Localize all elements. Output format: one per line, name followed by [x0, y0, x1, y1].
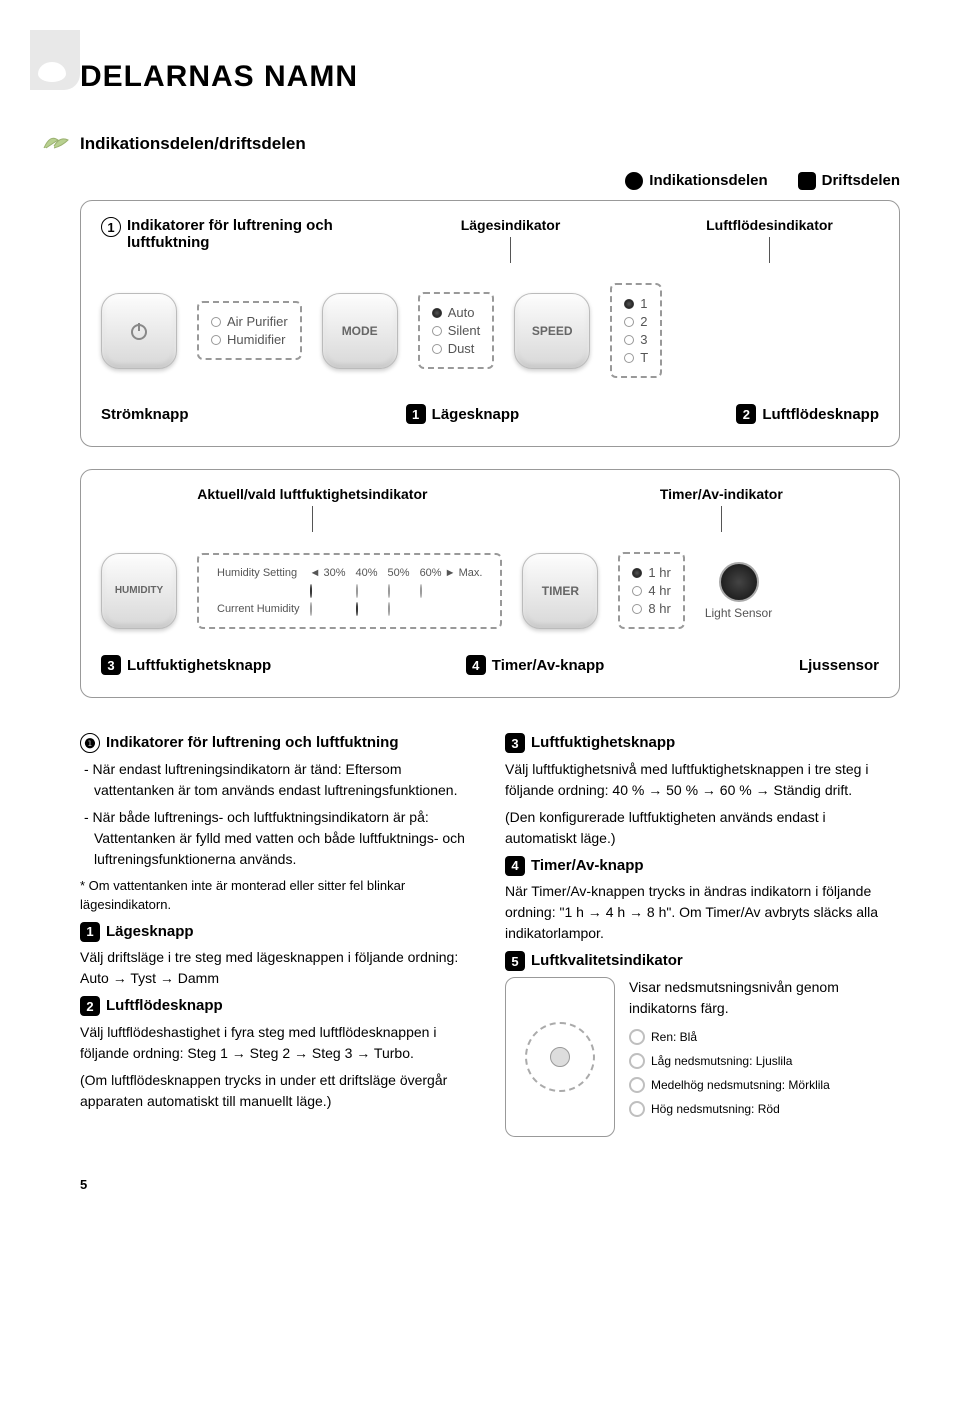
ring-low-icon [629, 1053, 645, 1069]
speed-button[interactable]: SPEED [514, 293, 590, 369]
timer-button-label: Timer/Av-knapp [492, 657, 605, 674]
indicator-label-purify: Indikatorer för luftrening och luftfuktn… [127, 217, 361, 251]
marker-square-3: 3 [101, 655, 121, 675]
desc-marker-circle-1: ❶ [80, 733, 100, 753]
desc-s4-body: När Timer/Av-knappen trycks in ändras in… [505, 881, 900, 944]
panel-1: 1 Indikatorer för luftrening och luftfuk… [80, 200, 900, 447]
desc-marker-sq-5: 5 [505, 951, 525, 971]
desc-s2-body: Välj luftflödeshastighet i fyra steg med… [80, 1022, 475, 1064]
desc-d1-b2: - När både luftrenings- och luftfuktning… [80, 807, 475, 870]
ring-high-icon [629, 1101, 645, 1117]
desc-s3-body: Välj luftfuktighetsnivå med luftfuktighe… [505, 759, 900, 801]
air-quality-device-illustration [505, 977, 615, 1137]
legend-operation-label: Driftsdelen [822, 172, 900, 189]
corner-leaf-decoration [30, 30, 80, 90]
purifier-humidifier-indicator-box: Air Purifier Humidifier [197, 301, 302, 360]
humidity-button-label: Luftfuktighetsknapp [127, 657, 271, 674]
panel-2: Aktuell/vald luftfuktighetsindikator Tim… [80, 469, 900, 698]
humidity-button[interactable]: HUMIDITY [101, 553, 177, 629]
desc-s1-body: Välj driftsläge i tre steg med lägesknap… [80, 947, 475, 989]
marker-square-4: 4 [466, 655, 486, 675]
humidity-indicator-box: Humidity Setting◄ 30%40%50%60% ► Max. Cu… [197, 553, 502, 629]
desc-s4-title: Timer/Av-knapp [531, 855, 644, 878]
desc-s5-title: Luftkvalitetsindikator [531, 950, 683, 973]
desc-marker-sq-2: 2 [80, 996, 100, 1016]
leaf-icon [40, 130, 70, 159]
desc-s3-body2: (Den konfigurerade luftfuktigheten använ… [505, 807, 900, 849]
marker-square-2: 2 [736, 404, 756, 424]
mode-button[interactable]: MODE [322, 293, 398, 369]
page-number: 5 [80, 1177, 900, 1192]
desc-d1-title: Indikatorer för luftrening och luftfuktn… [106, 732, 398, 755]
desc-s2-body2: (Om luftflödesknappen trycks in under et… [80, 1070, 475, 1112]
legend-dot-icon [625, 172, 643, 190]
power-button[interactable] [101, 293, 177, 369]
speed-indicator-box: 1 2 3 T [610, 283, 662, 378]
desc-marker-sq-4: 4 [505, 856, 525, 876]
marker-square-1: 1 [406, 404, 426, 424]
legend-indication-label: Indikationsdelen [649, 172, 767, 189]
timer-indicator-label: Timer/Av-indikator [660, 486, 783, 502]
mode-indicator-label: Lägesindikator [461, 217, 561, 233]
light-sensor: Light Sensor [705, 562, 772, 620]
ring-med-icon [629, 1077, 645, 1093]
desc-d1-note: * Om vattentanken inte är monterad eller… [80, 876, 475, 915]
airflow-button-label: Luftflödesknapp [762, 406, 879, 423]
legend-square-icon [798, 172, 816, 190]
desc-marker-sq-1: 1 [80, 922, 100, 942]
mode-button-label: Lägesknapp [432, 406, 520, 423]
marker-circle-1: 1 [101, 217, 121, 237]
airflow-indicator-label: Luftflödesindikator [706, 217, 833, 233]
description-columns: ❶ Indikatorer för luftrening och luftfukt… [80, 728, 900, 1137]
power-button-label: Strömknapp [101, 406, 189, 423]
desc-d1-b1: - När endast luftreningsindikatorn är tä… [80, 759, 475, 801]
section-subtitle: Indikationsdelen/driftsdelen [80, 134, 900, 154]
light-sensor-label: Ljussensor [799, 657, 879, 674]
desc-s1-title: Lägesknapp [106, 921, 194, 944]
desc-s3-title: Luftfuktighetsknapp [531, 732, 675, 755]
page-title: DELARNAS NAMN [80, 60, 900, 94]
humidity-indicator-label: Aktuell/vald luftfuktighetsindikator [197, 486, 427, 502]
mode-indicator-box: Auto Silent Dust [418, 292, 495, 369]
timer-button[interactable]: TIMER [522, 553, 598, 629]
legend: Indikationsdelen Driftsdelen [80, 172, 900, 190]
timer-indicator-box: 1 hr 4 hr 8 hr [618, 552, 684, 629]
desc-s2-title: Luftflödesknapp [106, 995, 223, 1018]
ring-clean-icon [629, 1029, 645, 1045]
desc-marker-sq-3: 3 [505, 733, 525, 753]
